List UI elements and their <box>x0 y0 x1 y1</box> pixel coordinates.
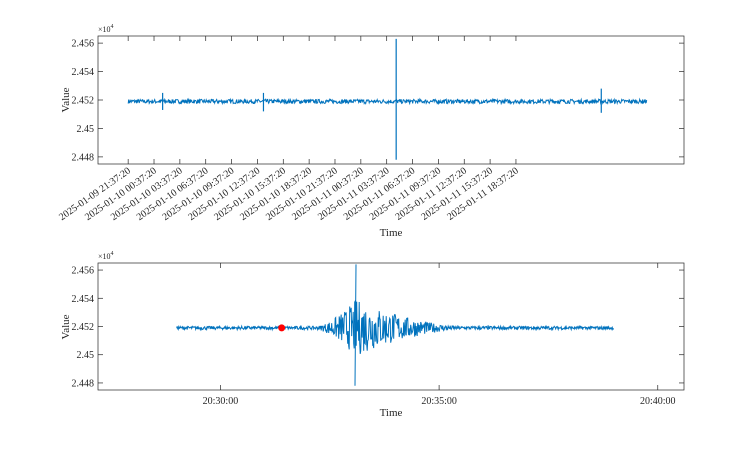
bottom-marker-layer <box>279 325 285 331</box>
y-tick-label: 2.454 <box>72 294 95 305</box>
x-tick-label: 20:35:00 <box>421 396 457 407</box>
y-tick-label: 2.45 <box>77 124 95 135</box>
red-marker-point <box>279 325 285 331</box>
x-tick-label: 20:40:00 <box>640 396 676 407</box>
bottom-y-axis-label: Value <box>60 314 72 339</box>
y-tick-label: 2.448 <box>72 152 95 163</box>
y-tick-label: 2.452 <box>72 96 95 107</box>
bottom-x-axis-label: Time <box>380 407 403 419</box>
y-tick-label: 2.45 <box>77 350 95 361</box>
y-tick-label: 2.452 <box>72 322 95 333</box>
y-tick-label: 2.448 <box>72 378 95 389</box>
top-y-axis-label: Value <box>60 87 72 112</box>
y-tick-label: 2.454 <box>72 67 95 78</box>
x-tick-label: 20:30:00 <box>203 396 239 407</box>
y-tick-label: 2.456 <box>72 39 95 50</box>
y-tick-label: 2.456 <box>72 266 95 277</box>
top-x-axis-label: Time <box>380 227 403 239</box>
